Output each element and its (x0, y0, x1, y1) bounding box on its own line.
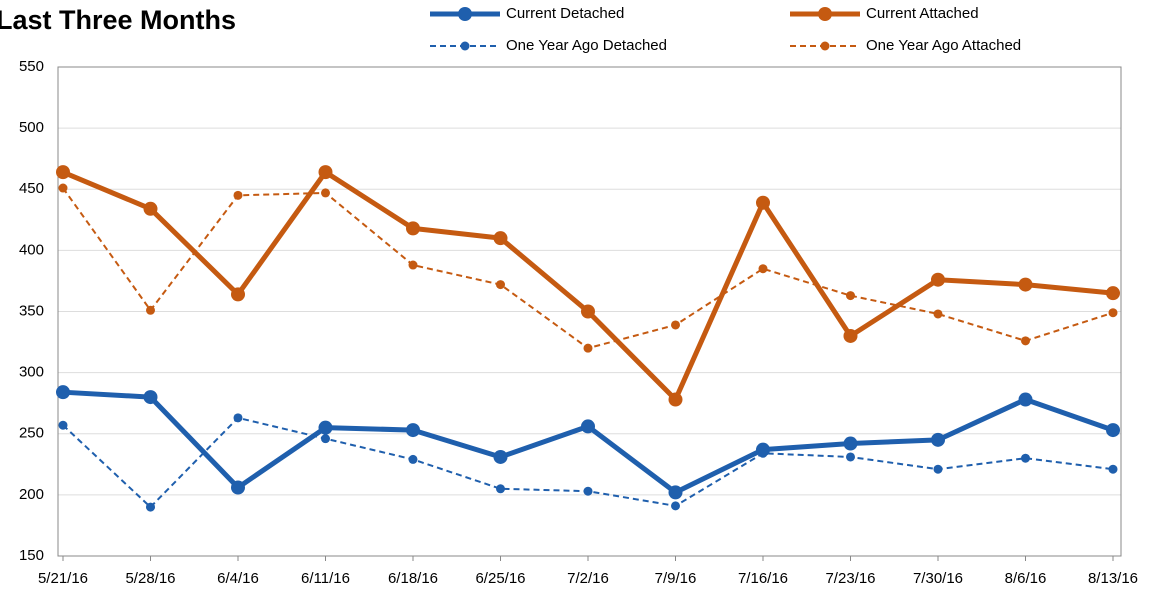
series-line (62, 389, 1114, 495)
x-tick-label: 7/9/16 (655, 570, 697, 587)
data-point (231, 287, 245, 302)
legend-marker (460, 41, 470, 51)
y-tick-label: 300 (19, 364, 44, 381)
data-point (143, 201, 158, 216)
legend-label: One Year Ago Attached (866, 37, 1021, 54)
data-point (321, 188, 330, 198)
x-tick-label: 7/2/16 (567, 570, 609, 587)
data-point (1018, 392, 1033, 407)
data-point (231, 480, 245, 495)
data-point (931, 272, 945, 287)
data-point (56, 385, 70, 400)
y-tick-label: 350 (19, 302, 44, 319)
data-point (321, 434, 330, 444)
data-point (758, 448, 768, 458)
data-point (931, 432, 945, 447)
series-line (62, 169, 1114, 403)
data-point (406, 423, 420, 438)
data-point (496, 280, 505, 290)
legend-marker (458, 7, 472, 21)
series-line (62, 187, 1114, 350)
data-point (1106, 423, 1120, 438)
data-point (56, 165, 70, 180)
legend-marker (818, 7, 832, 21)
data-point (671, 501, 680, 511)
data-point (408, 454, 418, 464)
y-tick-label: 500 (19, 119, 44, 136)
data-point (668, 392, 683, 407)
x-tick-label: 5/28/16 (125, 570, 175, 587)
x-tick-label: 7/30/16 (913, 570, 963, 587)
data-point (846, 291, 855, 301)
plot-frame (57, 66, 1122, 557)
data-point (583, 486, 593, 496)
data-point (408, 260, 418, 270)
data-point (143, 390, 158, 405)
legend-label: Current Attached (866, 5, 979, 22)
x-tick-label: 7/23/16 (825, 570, 875, 587)
data-point (406, 221, 420, 236)
legend-label: Current Detached (506, 5, 624, 22)
y-tick-label: 250 (19, 425, 44, 442)
data-point (583, 343, 593, 353)
y-tick-label: 450 (19, 180, 44, 197)
data-point (581, 304, 595, 319)
data-point (756, 195, 770, 210)
data-point (933, 309, 943, 319)
x-tick-label: 8/13/16 (1088, 570, 1138, 587)
x-tick-label: 6/4/16 (217, 570, 259, 587)
data-point (1021, 336, 1030, 346)
data-point (146, 305, 155, 315)
data-point (58, 183, 68, 193)
x-tick-label: 6/25/16 (475, 570, 525, 587)
data-point (146, 502, 155, 512)
chart-title: Last Three Months (0, 5, 236, 35)
data-point (58, 420, 68, 430)
x-tick-label: 8/6/16 (1005, 570, 1047, 587)
data-point (843, 436, 858, 451)
y-tick-label: 150 (19, 547, 44, 564)
data-point (1108, 464, 1118, 474)
data-point (581, 419, 595, 434)
y-tick-label: 550 (19, 58, 44, 75)
x-tick-label: 6/18/16 (388, 570, 438, 587)
data-point (493, 449, 508, 464)
legend-label: One Year Ago Detached (506, 37, 667, 54)
data-point (318, 165, 333, 180)
data-point (233, 190, 243, 200)
data-point (846, 452, 855, 462)
x-tick-label: 7/16/16 (738, 570, 788, 587)
x-tick-label: 6/11/16 (301, 570, 350, 587)
data-point (1021, 453, 1030, 463)
data-point (318, 420, 333, 435)
data-point (933, 464, 943, 474)
y-tick-label: 400 (19, 241, 44, 258)
data-point (671, 320, 680, 330)
data-point (493, 231, 508, 246)
data-point (758, 264, 768, 274)
y-tick-label: 200 (19, 486, 44, 503)
data-point (843, 328, 858, 343)
legend-marker (820, 41, 830, 51)
data-point (1018, 277, 1033, 292)
data-point (1106, 286, 1120, 301)
data-point (233, 413, 243, 423)
data-point (668, 485, 683, 500)
x-tick-label: 5/21/16 (38, 570, 88, 587)
data-point (496, 484, 505, 494)
data-point (1108, 308, 1118, 318)
